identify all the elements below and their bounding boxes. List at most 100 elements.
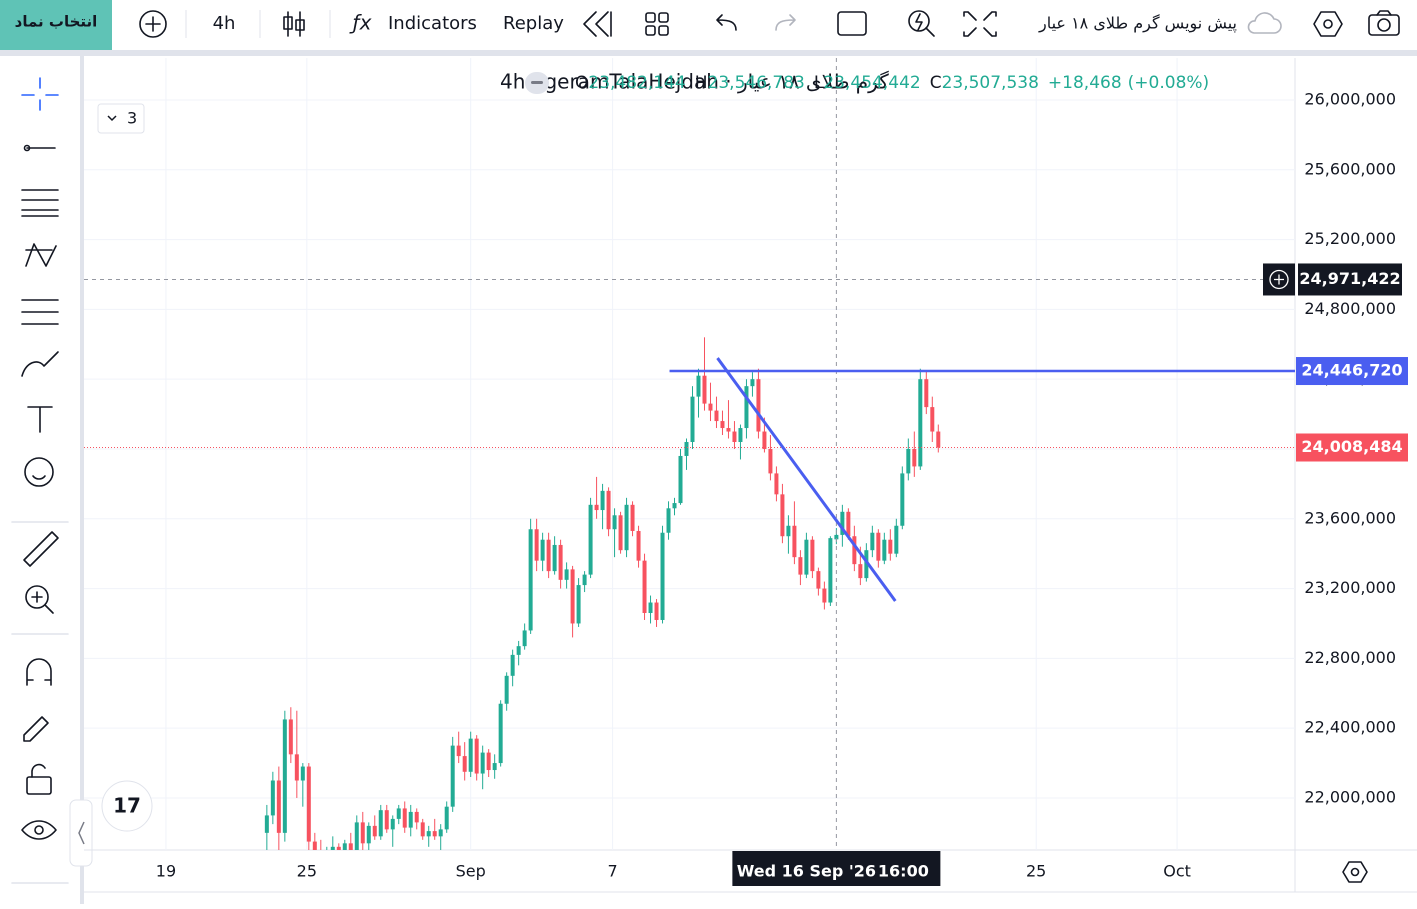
candle-body: [768, 448, 773, 474]
add-alert-icon: [1269, 269, 1289, 290]
text-tool[interactable]: [27, 406, 53, 433]
chevron: [107, 115, 117, 122]
candle-body: [930, 407, 935, 432]
x-tick-label: 25: [297, 862, 317, 881]
brush-tool[interactable]: [21, 351, 59, 377]
ruler-tool[interactable]: [23, 531, 59, 567]
candle-body: [390, 818, 395, 830]
crosshair-tool[interactable]: [21, 77, 59, 111]
tv-logo: 17: [113, 794, 141, 818]
y-tick-label: 24,800,000: [1304, 299, 1396, 318]
crosshair-price-box: [1298, 263, 1402, 296]
candle-body: [900, 473, 905, 526]
candle-body: [702, 375, 707, 404]
candle-body: [342, 843, 347, 850]
candle-body: [636, 530, 641, 561]
replay-button[interactable]: Replay: [503, 13, 564, 34]
candle-body: [492, 763, 497, 771]
interval-button[interactable]: 4h: [213, 13, 236, 34]
add-symbol-icon[interactable]: [139, 10, 167, 38]
pattern-tool[interactable]: [25, 243, 57, 267]
axis-settings-icon[interactable]: [1342, 861, 1368, 883]
candle-body: [648, 602, 653, 613]
candle-body: [612, 515, 617, 530]
chart-title: گرم طلای ۱۸ عیار · 4h · geramTalaHejdah: [500, 70, 889, 94]
candle-body: [510, 654, 515, 676]
expand-icon[interactable]: [963, 11, 997, 37]
visibility-tool[interactable]: [21, 820, 57, 840]
candle-body: [396, 808, 401, 819]
candle-body: [762, 431, 767, 449]
chart-type-icon[interactable]: [283, 11, 305, 37]
candle-body: [804, 539, 809, 575]
candle-body: [516, 646, 521, 655]
legend-change: +18,468: [1048, 73, 1122, 93]
candle-body: [840, 511, 845, 535]
candle-body: [774, 473, 779, 495]
candle-body: [672, 503, 677, 509]
collapse-toolbar-button[interactable]: [69, 799, 93, 867]
horizontal-ray-box: [1296, 357, 1408, 386]
y-tick-label: 23,200,000: [1304, 578, 1396, 597]
candle-body: [288, 719, 293, 755]
candle-body: [888, 539, 893, 554]
magnet-tool[interactable]: [26, 658, 52, 686]
layouts-icon[interactable]: [645, 12, 669, 36]
candle-body: [858, 564, 863, 579]
trendline[interactable]: [716, 357, 897, 602]
candle-body: [822, 588, 827, 603]
x-tick-label: Oct: [1163, 862, 1191, 881]
fx-icon[interactable]: ƒx: [349, 11, 372, 35]
fullscreen-box-icon[interactable]: [837, 11, 867, 36]
settings-icon[interactable]: [1313, 11, 1343, 37]
candle-body: [678, 455, 683, 504]
candle-body: [864, 550, 869, 579]
symbol-button[interactable]: [0, 0, 112, 50]
candle-body: [720, 421, 725, 429]
candle-body: [936, 431, 941, 448]
candle-body: [876, 532, 881, 561]
layout-name[interactable]: پیش نویس گرم طلای ۱۸ عیار: [1038, 14, 1237, 34]
candle-body: [498, 703, 503, 764]
candle-body: [360, 822, 365, 844]
tv-logo-button[interactable]: [101, 780, 153, 832]
legend-letter: C: [930, 73, 942, 93]
forecast-tool[interactable]: [21, 299, 59, 325]
lock-tool[interactable]: [26, 776, 52, 795]
candle-body: [468, 738, 473, 772]
legend-value: 23,482,144: [588, 73, 685, 93]
candle-body: [325, 850, 329, 859]
quick-search-icon[interactable]: [908, 10, 935, 37]
horizontal-ray-label: 24,446,720: [1301, 361, 1402, 380]
indicators-toggle[interactable]: [97, 103, 145, 134]
undo-icon[interactable]: [716, 14, 737, 31]
candle-body: [306, 766, 311, 842]
left-divider: [80, 56, 84, 904]
crosshair-date-label: Wed 16 Sep '26: [737, 862, 876, 881]
candle-body: [834, 534, 839, 540]
fib-tool[interactable]: [21, 189, 59, 217]
last-price-box: [1296, 433, 1408, 462]
drawing-tools: [11, 77, 69, 884]
screenshot-icon[interactable]: [1368, 10, 1400, 36]
lock-draw-tool[interactable]: [23, 716, 49, 742]
candle-body: [666, 508, 671, 533]
candle-body: [780, 494, 785, 537]
candle-body: [912, 448, 917, 467]
redo-icon[interactable]: [775, 14, 796, 31]
zoom-tool[interactable]: [25, 585, 49, 609]
emoji-tool[interactable]: [24, 457, 54, 487]
candle-body: [696, 375, 701, 397]
candle-body: [906, 448, 911, 474]
x-tick-label: Sep: [456, 862, 486, 881]
last-price-label: 24,008,484: [1301, 437, 1402, 456]
indicators-button[interactable]: Indicators: [388, 13, 477, 34]
candle-body: [624, 504, 629, 551]
indicators-count: 3: [127, 109, 137, 128]
candle-body: [270, 780, 275, 816]
x-tick-label: 7: [607, 862, 617, 881]
candle-body: [558, 544, 563, 580]
candle-body: [828, 538, 833, 603]
y-tick-label: 25,600,000: [1304, 159, 1396, 178]
